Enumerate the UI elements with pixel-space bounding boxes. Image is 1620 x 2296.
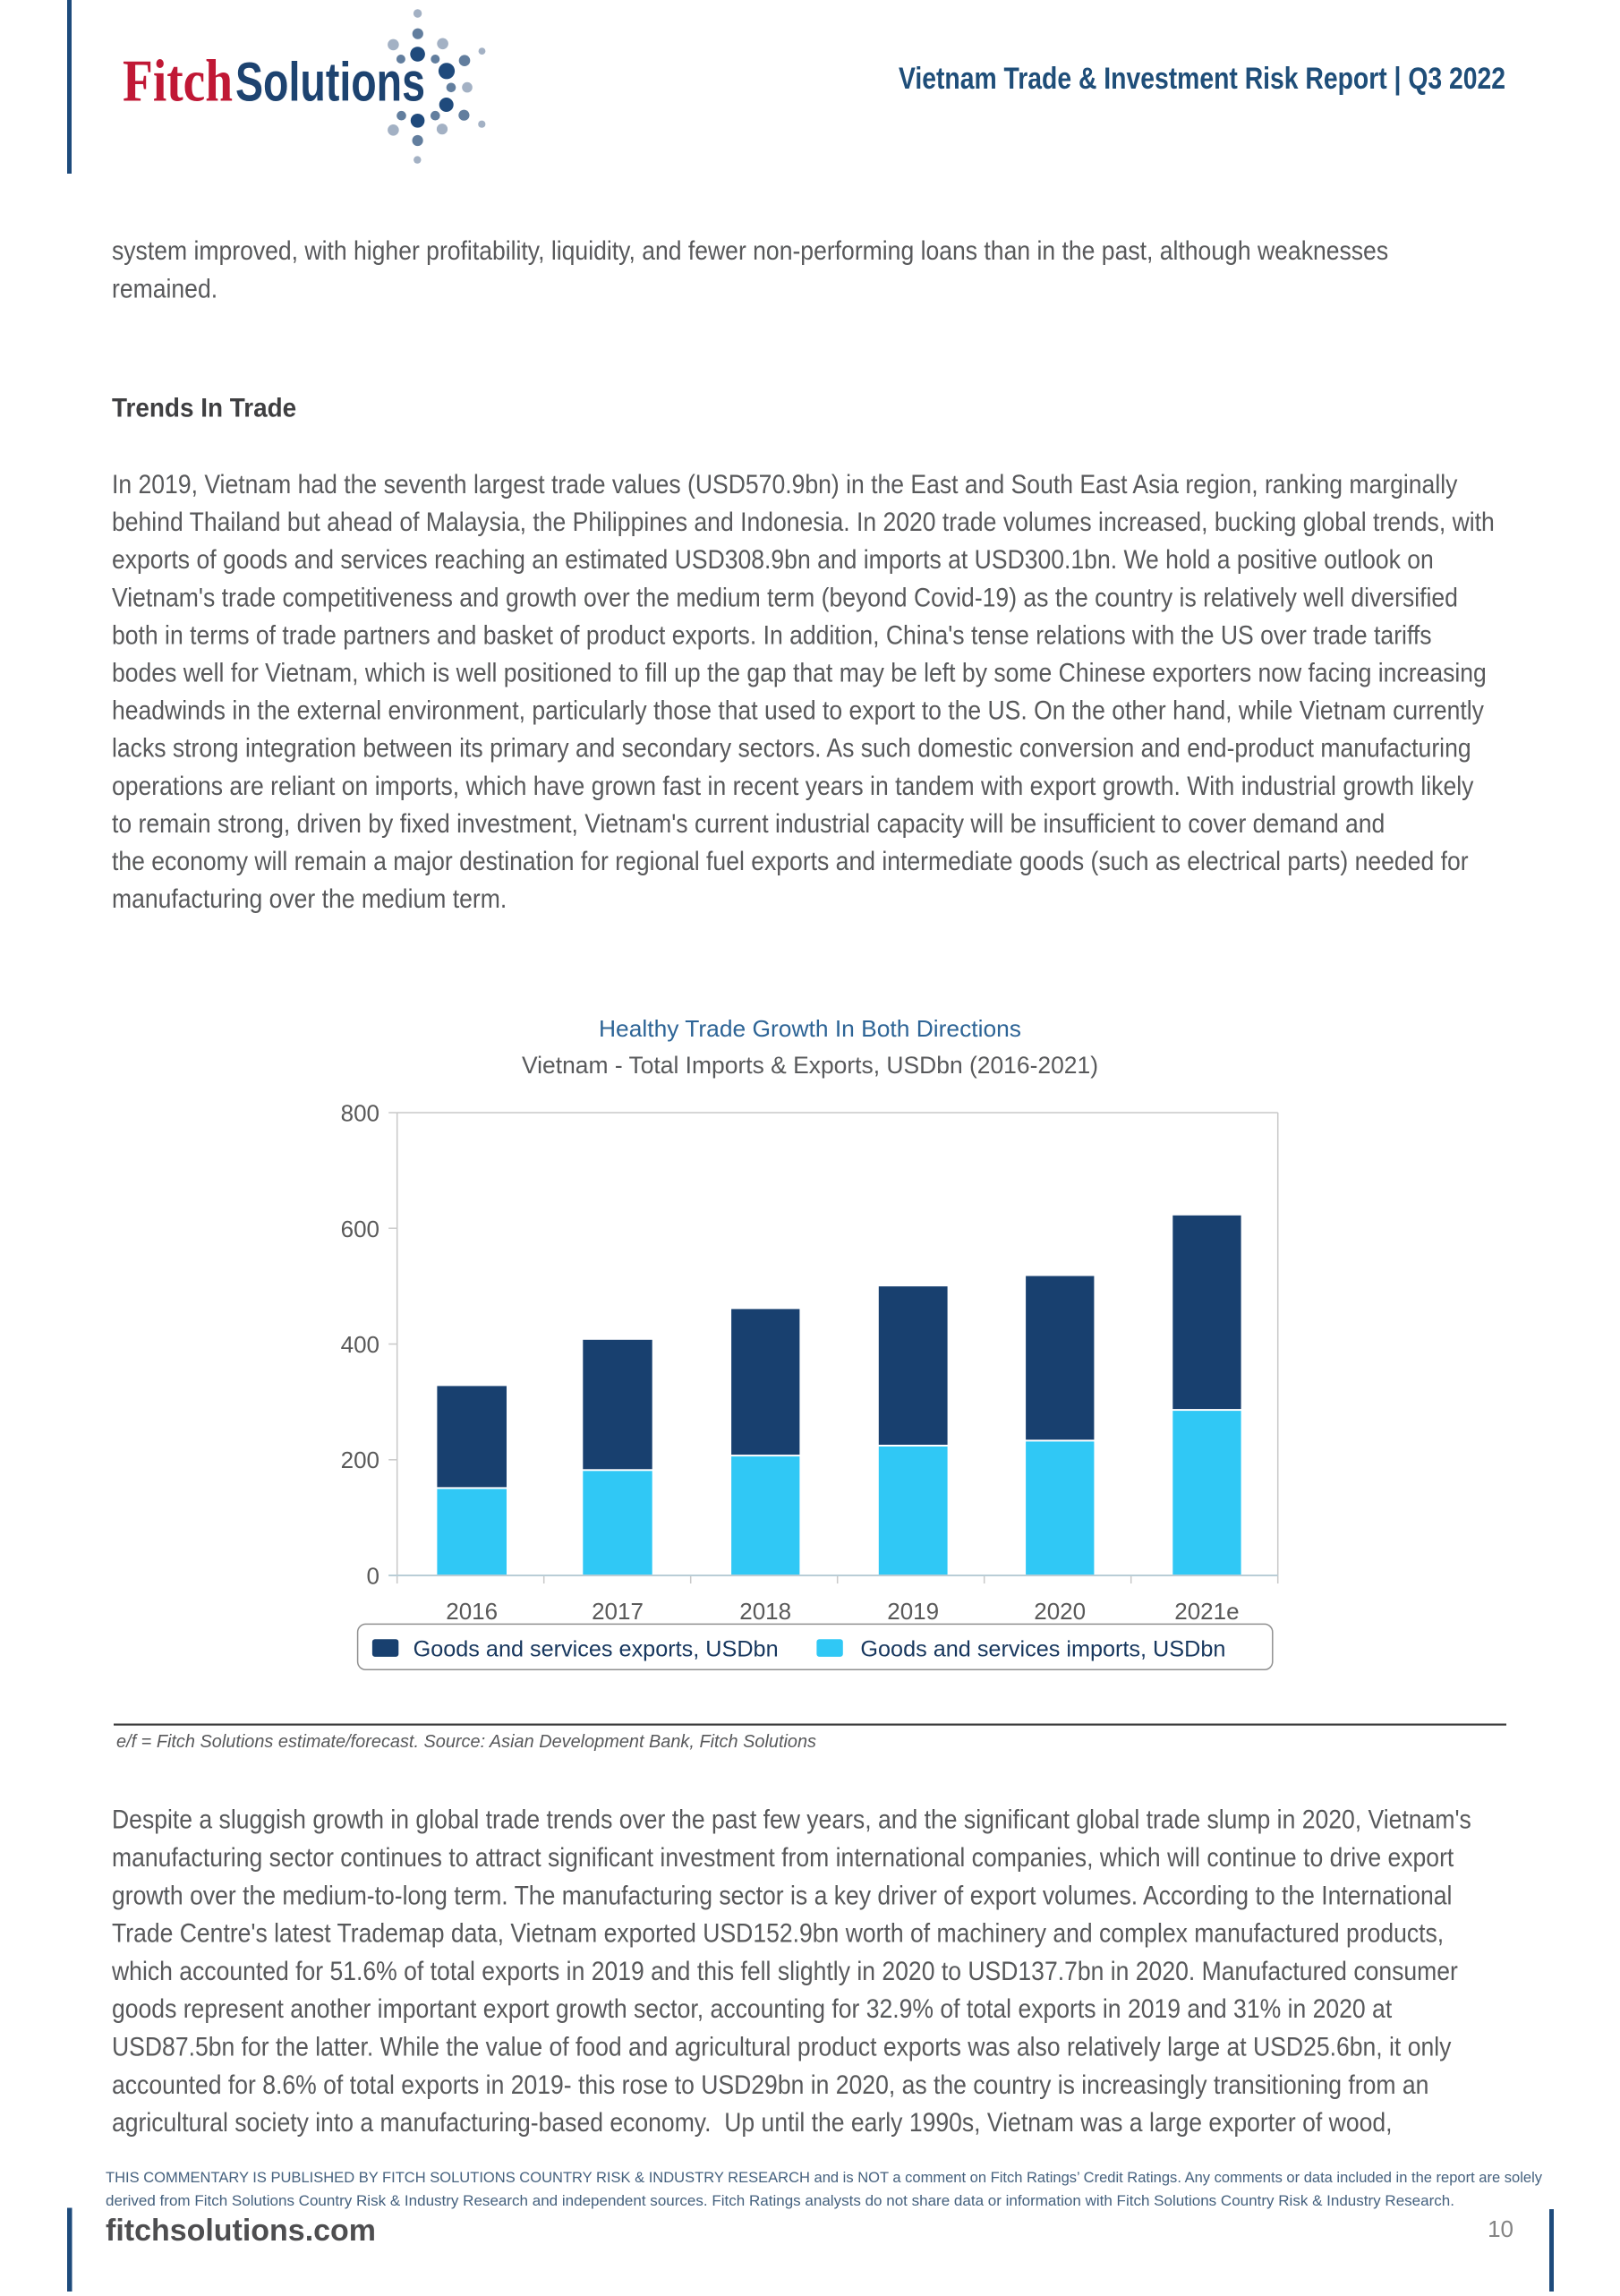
svg-text:goods represent another import: goods represent another important export… xyxy=(112,1994,1393,2024)
svg-text:600: 600 xyxy=(341,1216,379,1242)
svg-text:growth over the medium-to-long: growth over the medium-to-long term. The… xyxy=(112,1881,1452,1910)
svg-text:Trends In Trade: Trends In Trade xyxy=(112,394,296,423)
svg-text:behind Thailand but ahead of M: behind Thailand but ahead of Malaysia, t… xyxy=(112,508,1495,537)
svg-text:Solutions: Solutions xyxy=(235,52,425,113)
svg-text:2019: 2019 xyxy=(887,1598,939,1625)
svg-text:agricultural society into a ma: agricultural society into a manufacturin… xyxy=(112,2108,1393,2138)
svg-text:Despite a sluggish growth in g: Despite a sluggish growth in global trad… xyxy=(112,1805,1471,1835)
svg-text:exports of goods and services: exports of goods and services reaching a… xyxy=(112,545,1434,575)
svg-text:bodes well for Vietnam, which: bodes well for Vietnam, which is well po… xyxy=(112,659,1487,688)
svg-text:manufacturing sector continues: manufacturing sector continues to attrac… xyxy=(112,1843,1454,1873)
svg-text:USD87.5bn for the latter. Whil: USD87.5bn for the latter. While the valu… xyxy=(112,2033,1451,2062)
svg-text:400: 400 xyxy=(341,1331,379,1358)
svg-text:Vietnam's trade competitivenes: Vietnam's trade competitiveness and grow… xyxy=(112,583,1458,612)
svg-text:Goods and services imports, US: Goods and services imports, USDbn xyxy=(860,1637,1225,1662)
svg-text:e/f = Fitch Solutions estimate: e/f = Fitch Solutions estimate/forecast.… xyxy=(116,1732,816,1752)
svg-text:In 2019, Vietnam had the seven: In 2019, Vietnam had the seventh largest… xyxy=(112,470,1457,499)
svg-text:0: 0 xyxy=(367,1563,379,1590)
svg-text:lacks strong integration betwe: lacks strong integration between its pri… xyxy=(112,734,1471,764)
svg-text:headwinds in the external envi: headwinds in the external environment, p… xyxy=(112,696,1484,726)
svg-text:2018: 2018 xyxy=(739,1598,791,1625)
svg-text:Healthy Trade Growth In Both D: Healthy Trade Growth In Both Directions xyxy=(599,1015,1021,1042)
svg-text:10: 10 xyxy=(1488,2215,1513,2242)
svg-text:THIS COMMENTARY IS PUBLISHED B: THIS COMMENTARY IS PUBLISHED BY FITCH SO… xyxy=(106,2169,1542,2186)
svg-text:2021e: 2021e xyxy=(1174,1598,1239,1625)
svg-text:Fitch: Fitch xyxy=(123,48,233,115)
svg-text:Vietnam Trade & Investment Ris: Vietnam Trade & Investment Risk Report |… xyxy=(899,62,1505,96)
svg-text:which accounted for 51.6% of t: which accounted for 51.6% of total expor… xyxy=(111,1957,1458,1986)
svg-text:Goods and services exports, US: Goods and services exports, USDbn xyxy=(414,1637,779,1662)
svg-text:800: 800 xyxy=(341,1100,379,1127)
svg-text:both in terms of trade partner: both in terms of trade partners and bask… xyxy=(112,620,1432,650)
svg-text:200: 200 xyxy=(341,1447,379,1473)
svg-text:manufacturing over the medium: manufacturing over the medium term. xyxy=(112,884,507,914)
svg-text:the economy will remain a majo: the economy will remain a major destinat… xyxy=(112,847,1469,876)
svg-text:system improved, with higher p: system improved, with higher profitabili… xyxy=(112,236,1388,266)
svg-text:2016: 2016 xyxy=(446,1598,498,1625)
svg-text:operations are reliant on impo: operations are reliant on imports, which… xyxy=(112,772,1473,801)
svg-text:2020: 2020 xyxy=(1034,1598,1086,1625)
svg-text:fitchsolutions.com: fitchsolutions.com xyxy=(106,2214,376,2248)
svg-text:Vietnam - Total Imports & Expo: Vietnam - Total Imports & Exports, USDbn… xyxy=(522,1052,1098,1079)
svg-text:accounted for 8.6% of total ex: accounted for 8.6% of total exports in 2… xyxy=(112,2070,1428,2100)
svg-text:derived from Fitch Solutions C: derived from Fitch Solutions Country Ris… xyxy=(106,2192,1454,2209)
svg-text:to remain strong, driven by fi: to remain strong, driven by fixed invest… xyxy=(112,809,1385,839)
svg-text:remained.: remained. xyxy=(112,274,217,303)
svg-text:2017: 2017 xyxy=(592,1598,644,1625)
svg-text:Trade Centre's latest Trademap: Trade Centre's latest Trademap data, Vie… xyxy=(112,1919,1444,1949)
